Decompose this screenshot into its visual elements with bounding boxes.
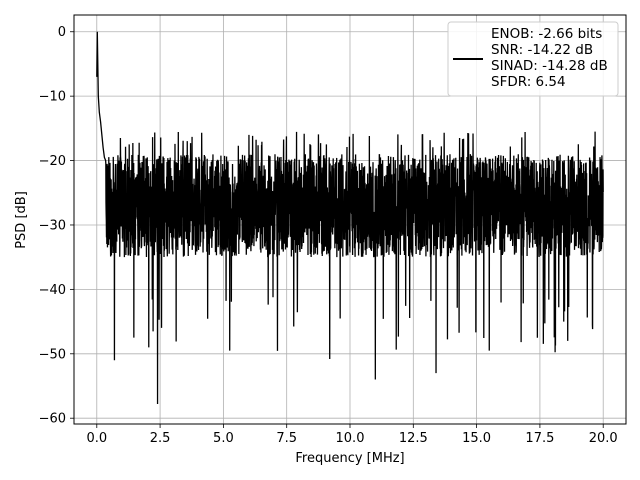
x-axis-label: Frequency [MHz]	[295, 451, 404, 466]
legend-box	[447, 21, 619, 97]
psd-series-line	[96, 31, 604, 405]
y-tick-label: −40	[39, 283, 66, 298]
x-tick-label: 10.0	[336, 431, 365, 446]
y-axis-label: PSD [dB]	[14, 191, 29, 249]
y-tick-label: −30	[39, 218, 66, 233]
x-tick-label: 12.5	[399, 431, 428, 446]
x-tick-label: 20.0	[589, 431, 618, 446]
legend-entry-enob: ENOB: -2.66 bits	[491, 26, 602, 42]
legend-entry-sfdr: SFDR: 6.54	[491, 74, 566, 90]
x-tick-label: 5.0	[213, 431, 234, 446]
y-tick-label: −20	[39, 154, 66, 169]
legend-entry-snr: SNR: -14.22 dB	[491, 42, 593, 58]
y-tick-label: −60	[39, 412, 66, 427]
y-tick-label: 0	[58, 25, 66, 40]
x-tick-label: 15.0	[462, 431, 491, 446]
x-tick-label: 7.5	[276, 431, 297, 446]
ticks: 0.0 2.5 5.0 7.5 10.0 12.5 15.0 17.5 20.0 0 −10 −20 −…	[39, 25, 618, 446]
x-tick-label: 17.5	[525, 431, 554, 446]
series-layer	[96, 31, 604, 405]
y-tick-label: −10	[39, 90, 66, 105]
legend: ENOB: -2.66 bits SNR: -14.22 dB SINAD: -…	[447, 21, 619, 97]
x-tick-label: 2.5	[150, 431, 171, 446]
x-tick-label: 0.0	[86, 431, 107, 446]
legend-entry-sinad: SINAD: -14.28 dB	[491, 58, 608, 74]
y-tick-label: −50	[39, 347, 66, 362]
